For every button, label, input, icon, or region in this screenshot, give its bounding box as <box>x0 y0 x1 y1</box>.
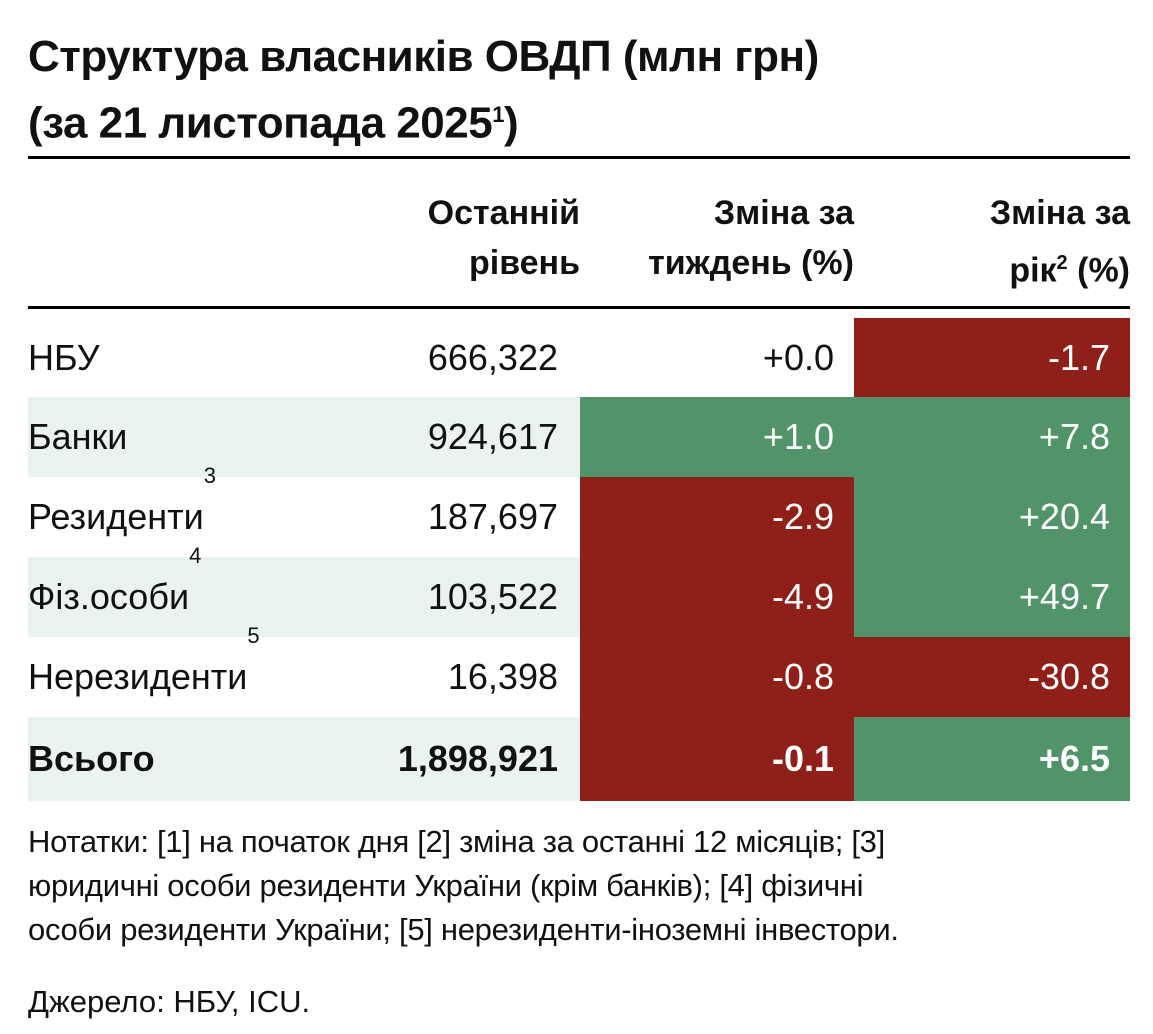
note-line: особи резиденти України; [5] нерезиденти… <box>28 912 899 947</box>
header-text: Зміна за <box>989 194 1130 232</box>
figure-title: Структура власників ОВДП (млн грн) (за 2… <box>28 28 819 153</box>
value: +1.0 <box>762 416 834 457</box>
footnote-marker: 5 <box>247 623 260 648</box>
top-rule <box>28 156 1130 159</box>
week-change-cell: +0.0 <box>580 318 854 398</box>
value: 187,697 <box>427 496 558 537</box>
header-text: тиждень (%) <box>648 244 854 282</box>
last-level-cell: 1,898,921 <box>358 717 558 801</box>
footnote-marker: 4 <box>189 543 202 568</box>
row-label: Всього <box>28 717 358 801</box>
year-change-cell: +20.4 <box>854 477 1130 557</box>
value: -0.8 <box>771 656 834 697</box>
table-row: Фіз.особи 4 103,522 -4.9 +49.7 <box>28 543 1130 637</box>
value: +49.7 <box>1018 576 1110 617</box>
note-line: Нотатки: [1] на початок дня [2] зміна за… <box>28 824 885 859</box>
row-label: Резиденти 3 <box>28 463 358 557</box>
label-text: Нерезиденти <box>28 656 248 697</box>
year-change-cell: +49.7 <box>854 557 1130 637</box>
last-level-cell: 103,522 <box>358 557 558 637</box>
value: +7.8 <box>1038 416 1110 457</box>
label-text: Резиденти <box>28 496 204 537</box>
last-level-cell: 924,617 <box>358 397 558 477</box>
table-row: НБУ 666,322 +0.0 -1.7 <box>28 318 1130 398</box>
year-change-cell: -30.8 <box>854 637 1130 717</box>
title-date: (за 21 листопада 2025 <box>28 98 493 148</box>
footnote-marker: 2 <box>1056 252 1068 274</box>
week-change-cell: +1.0 <box>580 397 854 477</box>
value: 1,898,921 <box>397 738 558 779</box>
week-change-cell: -0.8 <box>580 637 854 717</box>
note-line: юридичні особи резиденти України (крім б… <box>28 868 864 903</box>
title-line-2: (за 21 листопада 20251) <box>28 86 819 153</box>
row-label: НБУ <box>28 318 358 398</box>
source: Джерело: НБУ, ICU. <box>28 984 311 1019</box>
value: -0.1 <box>771 738 834 779</box>
value: +6.5 <box>1038 738 1110 779</box>
value: -30.8 <box>1027 656 1110 697</box>
table-row: Нерезиденти 5 16,398 -0.8 -30.8 <box>28 623 1130 717</box>
header-text: рік <box>1009 251 1057 290</box>
last-level-cell: 666,322 <box>358 318 558 398</box>
week-change-cell: -0.1 <box>580 717 854 801</box>
year-change-cell: +7.8 <box>854 397 1130 477</box>
year-change-cell: -1.7 <box>854 318 1130 398</box>
header-text: (%) <box>1067 251 1130 290</box>
title-line-1: Структура власників ОВДП (млн грн) <box>28 32 819 81</box>
last-level-cell: 187,697 <box>358 477 558 557</box>
row-label: Банки <box>28 397 358 477</box>
value: +20.4 <box>1018 496 1110 537</box>
footnote-marker: 3 <box>203 463 217 488</box>
year-change-cell: +6.5 <box>854 717 1130 801</box>
table-row: Резиденти 3 187,697 -2.9 +20.4 <box>28 463 1130 557</box>
header-year-change: Зміна за рік2 (%) <box>854 188 1130 295</box>
value: -2.9 <box>771 496 834 537</box>
label-text: Банки <box>28 416 128 457</box>
last-level-cell: 16,398 <box>358 637 558 717</box>
header-week-change: Зміна за тиждень (%) <box>580 188 854 288</box>
header-text: Зміна за <box>713 194 854 232</box>
value: -4.9 <box>771 576 834 617</box>
header-last-level: Останній рівень <box>358 188 580 288</box>
header-text: Останній <box>427 194 580 232</box>
value: 103,522 <box>427 576 558 617</box>
value: -1.7 <box>1047 337 1110 378</box>
row-label: Нерезиденти 5 <box>28 623 358 717</box>
footnote-marker: 1 <box>492 102 504 127</box>
notes: Нотатки: [1] на початок дня [2] зміна за… <box>28 820 899 952</box>
week-change-cell: -2.9 <box>580 477 854 557</box>
value: 666,322 <box>427 337 558 378</box>
value: 924,617 <box>427 416 558 457</box>
value: 16,398 <box>447 656 558 697</box>
header-text: рік2 (%) <box>854 238 1130 295</box>
title-close: ) <box>503 98 519 148</box>
label-text: НБУ <box>28 337 100 378</box>
label-text: Фіз.особи <box>28 576 190 617</box>
label-text: Всього <box>28 738 155 779</box>
table-row: Всього 1,898,921 -0.1 +6.5 <box>28 717 1130 801</box>
value: +0.0 <box>762 337 834 378</box>
header-text: рівень <box>468 244 580 282</box>
header-rule <box>28 306 1130 309</box>
week-change-cell: -4.9 <box>580 557 854 637</box>
table-row: Банки 924,617 +1.0 +7.8 <box>28 397 1130 477</box>
row-label: Фіз.особи 4 <box>28 543 358 637</box>
